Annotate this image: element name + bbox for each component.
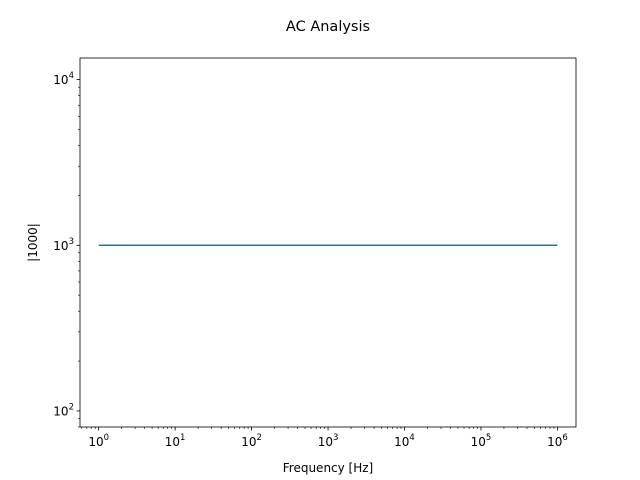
x-tick-label: 104 (394, 433, 415, 449)
x-axis-title: Frequency [Hz] (283, 461, 374, 475)
x-tick-label: 100 (88, 433, 109, 449)
y-tick-label: 104 (53, 71, 74, 87)
x-tick-label: 106 (547, 433, 568, 449)
y-axis: 102 103 104 (53, 71, 80, 428)
x-tick-label: 105 (471, 433, 492, 449)
x-tick-label: 101 (165, 433, 186, 449)
x-tick-label: 103 (318, 433, 339, 449)
y-tick-label: 103 (53, 237, 74, 253)
plot-frame (79, 57, 577, 428)
chart-title: AC Analysis (286, 19, 370, 35)
x-tick-label: 102 (241, 433, 262, 449)
y-axis-title: |1000| (26, 223, 40, 262)
y-tick-label: 102 (53, 402, 74, 418)
x-axis: 100 101 102 103 104 105 106 (81, 427, 568, 449)
